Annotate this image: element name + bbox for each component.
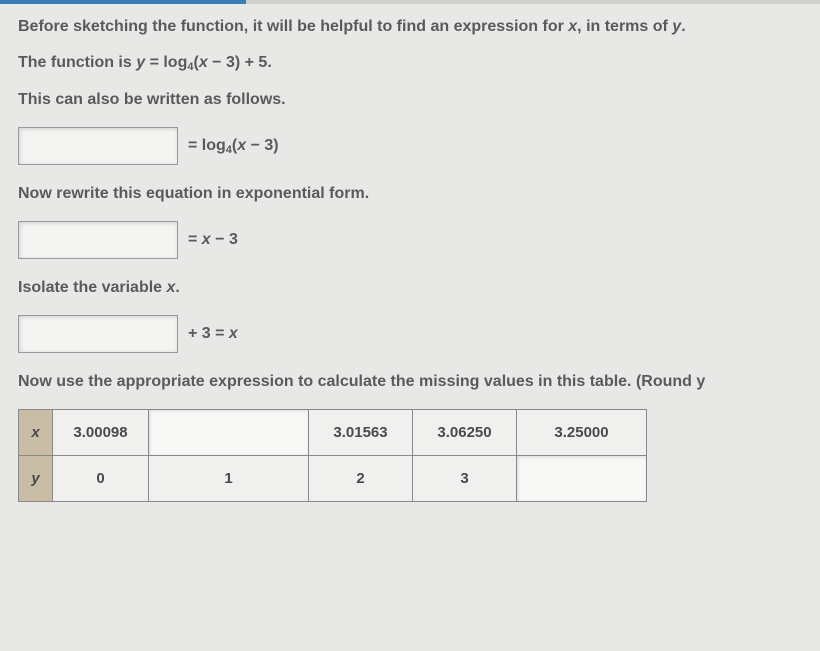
var-x: x: [199, 54, 208, 71]
text: Before sketching the function, it will b…: [18, 18, 568, 35]
table-cell: 1: [149, 456, 309, 502]
step3-row: + 3 = x: [18, 315, 802, 353]
step2-label: Now rewrite this equation in exponential…: [18, 185, 802, 203]
table-input-cell[interactable]: [149, 410, 309, 456]
text: = log: [188, 137, 226, 154]
text: Isolate the variable: [18, 279, 167, 296]
step1-input[interactable]: [18, 127, 178, 165]
text: , in terms of: [577, 18, 672, 35]
table-cell: 3: [413, 456, 517, 502]
var-y: y: [672, 18, 681, 35]
table-row-y: y 0 1 2 3: [19, 456, 647, 502]
text: .: [175, 279, 179, 296]
table-cell: 3.25000: [517, 410, 647, 456]
step3-label: Isolate the variable x.: [18, 279, 802, 297]
step3-input[interactable]: [18, 315, 178, 353]
row-header-x: x: [19, 410, 53, 456]
step2-input[interactable]: [18, 221, 178, 259]
intro-paragraph-2: The function is y = log4(x − 3) + 5.: [18, 54, 802, 73]
text: − 3: [211, 231, 238, 248]
intro-paragraph-1: Before sketching the function, it will b…: [18, 18, 802, 36]
text: − 3) + 5.: [208, 54, 272, 71]
var-x: x: [568, 18, 577, 35]
row-header-y: y: [19, 456, 53, 502]
table-cell: 0: [53, 456, 149, 502]
var-x: x: [237, 137, 246, 154]
step1-rhs: = log4(x − 3): [188, 137, 279, 156]
var-x: x: [202, 231, 211, 248]
table-cell: 3.01563: [309, 410, 413, 456]
table-input-cell[interactable]: [517, 456, 647, 502]
worksheet-content: Before sketching the function, it will b…: [0, 4, 820, 502]
step2-rhs: = x − 3: [188, 231, 238, 249]
step3-rhs: + 3 = x: [188, 325, 238, 343]
text: = log: [145, 54, 187, 71]
text: The function is: [18, 54, 136, 71]
table-row-x: x 3.00098 3.01563 3.06250 3.25000: [19, 410, 647, 456]
var-x: x: [229, 325, 238, 342]
step2-row: = x − 3: [18, 221, 802, 259]
table-cell: 3.06250: [413, 410, 517, 456]
table-caption: Now use the appropriate expression to ca…: [18, 373, 802, 391]
text: .: [681, 18, 685, 35]
step1-row: = log4(x − 3): [18, 127, 802, 165]
table-cell: 3.00098: [53, 410, 149, 456]
var-y: y: [136, 54, 145, 71]
values-table: x 3.00098 3.01563 3.06250 3.25000 y 0 1 …: [18, 409, 647, 502]
text: =: [188, 231, 202, 248]
text: − 3): [246, 137, 278, 154]
intro-paragraph-3: This can also be written as follows.: [18, 91, 802, 109]
text: + 3 =: [188, 325, 229, 342]
table-cell: 2: [309, 456, 413, 502]
